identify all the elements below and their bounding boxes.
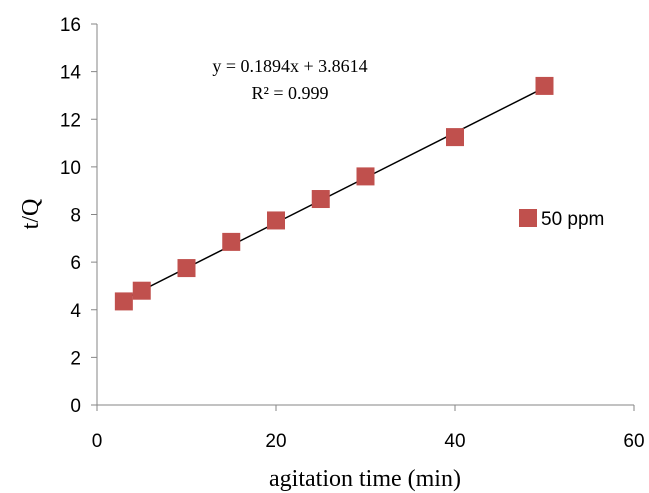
legend-label: 50 ppm: [541, 209, 604, 230]
series-points: [114, 76, 554, 311]
y-tick-label: 6: [70, 253, 81, 274]
y-tick-label: 16: [60, 15, 81, 36]
data-point: [311, 190, 330, 209]
x-tick-label: 20: [265, 431, 286, 452]
y-tick-label: 12: [60, 110, 81, 131]
y-tick-label: 0: [70, 396, 81, 417]
y-tick-label: 14: [60, 63, 82, 84]
data-point: [535, 76, 554, 95]
x-tick-label: 40: [444, 431, 465, 452]
x-tick-label: 0: [92, 431, 103, 452]
data-point: [446, 128, 464, 147]
y-axis-ticks: 0 2 4 6 8 10 12 14 16: [60, 15, 97, 417]
y-tick-label: 2: [70, 348, 81, 369]
data-point: [177, 259, 196, 278]
trendline-equation: y = 0.1894x + 3.8614: [212, 56, 367, 76]
data-point: [267, 211, 285, 230]
y-tick-label: 8: [70, 206, 81, 227]
data-point: [222, 232, 241, 251]
x-axis-title: agitation time (min): [269, 466, 461, 492]
trendline-r2: R² = 0.999: [251, 83, 328, 103]
legend: 50 ppm: [519, 209, 604, 230]
y-axis-title: t/Q: [18, 199, 44, 230]
legend-marker: [519, 209, 537, 227]
x-axis-ticks: 0 20 40 60: [92, 405, 645, 452]
data-point: [356, 167, 375, 186]
data-point: [132, 281, 151, 300]
y-tick-label: 4: [70, 301, 81, 322]
x-tick-label: 60: [623, 431, 644, 452]
y-tick-label: 10: [60, 158, 81, 179]
data-point: [114, 292, 133, 311]
